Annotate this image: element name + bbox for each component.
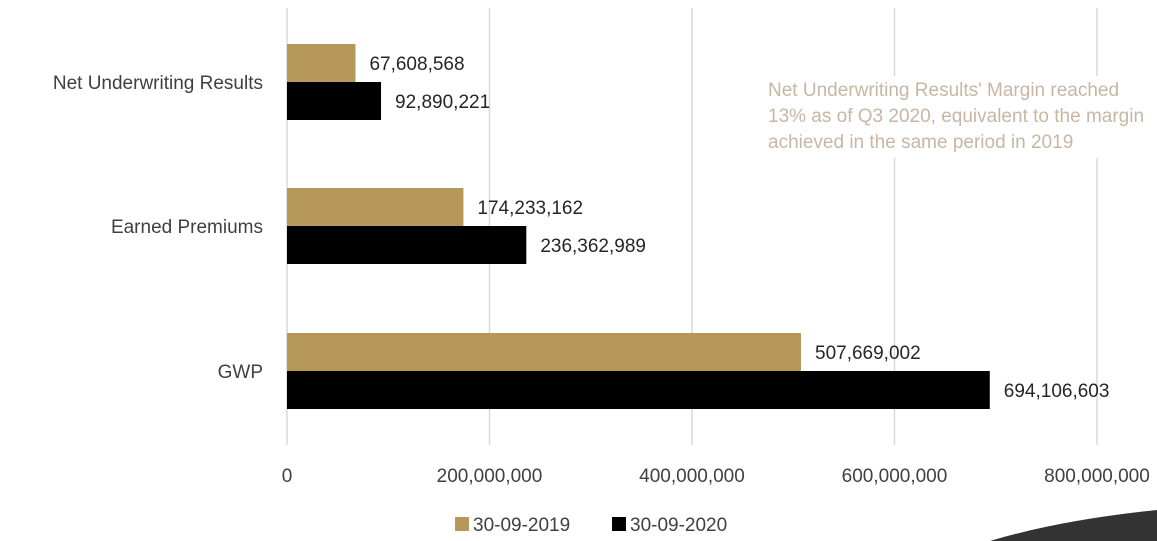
margin-annotation: Net Underwriting Results' Margin reached…: [768, 76, 1148, 158]
category-label-2: GWP: [218, 362, 263, 383]
bar-1-0: [287, 82, 382, 120]
category-label-0: Net Underwriting Results: [53, 73, 263, 94]
x-axis-tick-labels: 0 200,000,000 400,000,000 600,000,000 800,00…: [282, 466, 1150, 487]
data-label-1-0: 92,890,221: [395, 92, 490, 113]
bar-1-1: [287, 226, 527, 264]
bar-1-2: [287, 371, 990, 409]
bar-0-0: [287, 44, 356, 82]
legend-label-0: 30-09-2019: [473, 515, 570, 536]
x-tick-label-4: 800,000,000: [1044, 466, 1150, 487]
category-label-1: Earned Premiums: [111, 217, 263, 238]
x-tick-label-3: 600,000,000: [842, 466, 948, 487]
category-labels: Net Underwriting Results Earned Premiums G…: [53, 73, 263, 383]
data-labels: 67,608,568 92,890,221 174,233,162 236,362,9…: [369, 54, 1109, 402]
data-label-1-2: 694,106,603: [1004, 381, 1110, 402]
data-label-0-2: 507,669,002: [815, 343, 921, 364]
x-tick-label-1: 200,000,000: [437, 466, 543, 487]
legend-swatch-0: [455, 517, 469, 531]
legend-swatch-1: [612, 517, 626, 531]
x-tick-label-2: 400,000,000: [639, 466, 745, 487]
bar-0-1: [287, 188, 464, 226]
x-tick-label-0: 0: [282, 466, 293, 487]
legend-label-1: 30-09-2020: [630, 515, 727, 536]
corner-accent-shape: [990, 510, 1157, 541]
bars: [287, 44, 990, 409]
data-label-0-1: 174,233,162: [477, 198, 583, 219]
data-label-1-1: 236,362,989: [540, 236, 646, 257]
bar-0-2: [287, 333, 802, 371]
legend: 30-09-2019 30-09-2020: [455, 515, 727, 536]
data-label-0-0: 67,608,568: [369, 54, 464, 75]
